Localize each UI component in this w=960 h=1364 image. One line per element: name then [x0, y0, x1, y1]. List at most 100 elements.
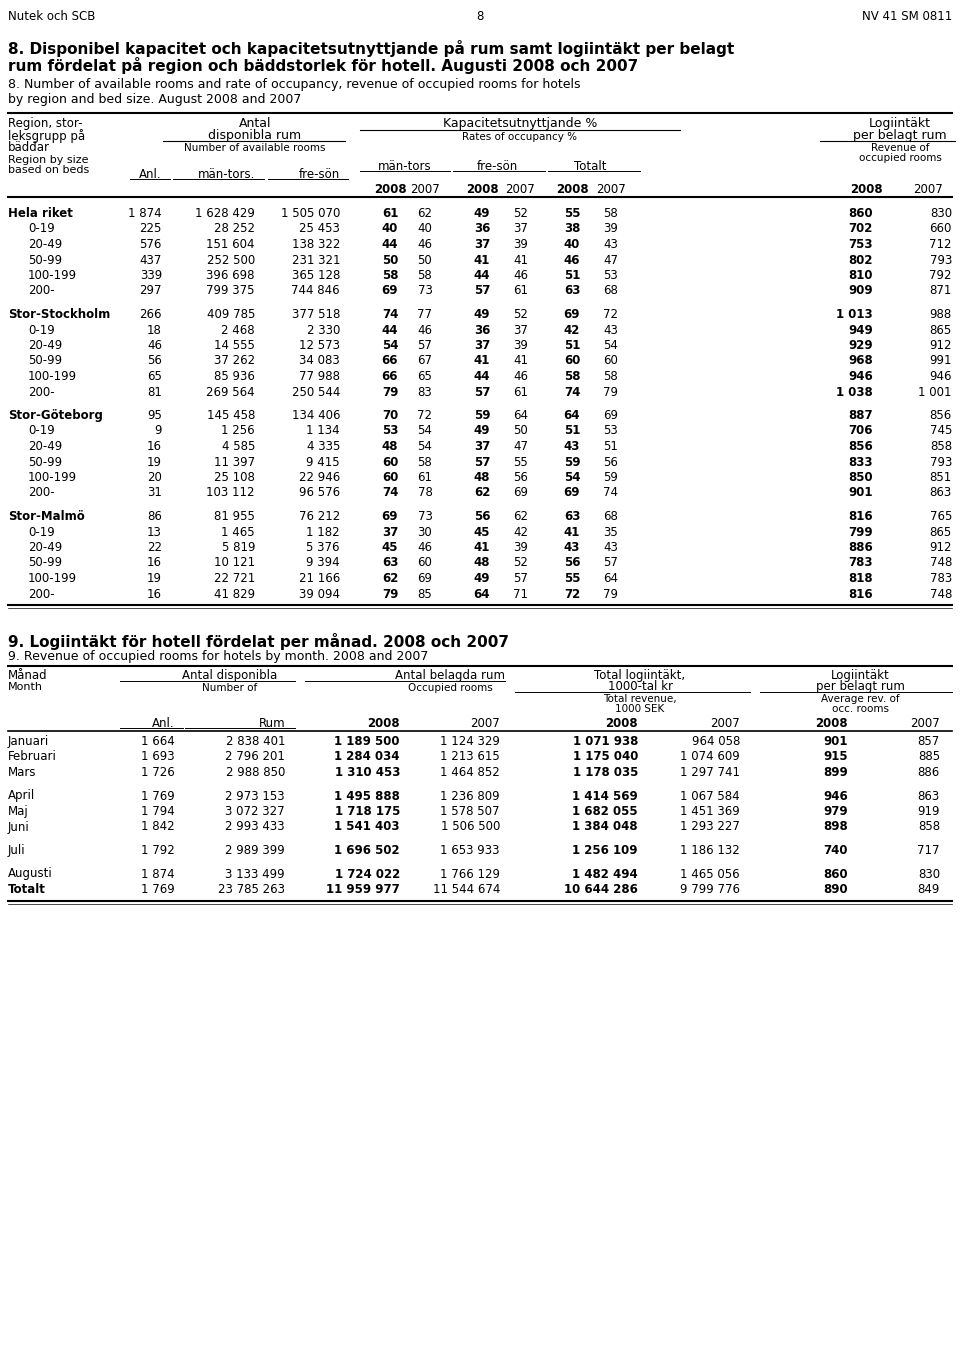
Text: 5 819: 5 819 — [222, 542, 255, 554]
Text: 51: 51 — [564, 424, 580, 438]
Text: 1 178 035: 1 178 035 — [572, 767, 638, 779]
Text: 40: 40 — [382, 222, 398, 236]
Text: 51: 51 — [604, 441, 618, 453]
Text: 60: 60 — [418, 557, 432, 570]
Text: 72: 72 — [604, 308, 618, 321]
Text: 252 500: 252 500 — [206, 254, 255, 266]
Text: 901: 901 — [824, 735, 848, 747]
Text: 39 094: 39 094 — [299, 588, 340, 600]
Text: 61: 61 — [382, 207, 398, 220]
Text: 1000-tal kr: 1000-tal kr — [608, 681, 673, 693]
Text: 50: 50 — [514, 424, 528, 438]
Text: 887: 887 — [849, 409, 873, 421]
Text: 55: 55 — [514, 456, 528, 468]
Text: 100-199: 100-199 — [28, 572, 77, 585]
Text: 886: 886 — [918, 767, 940, 779]
Text: Occupied rooms: Occupied rooms — [408, 683, 492, 693]
Text: 225: 225 — [139, 222, 162, 236]
Text: disponibla rum: disponibla rum — [208, 130, 301, 142]
Text: 946: 946 — [929, 370, 952, 383]
Text: 979: 979 — [824, 805, 848, 818]
Text: 47: 47 — [514, 441, 529, 453]
Text: 833: 833 — [849, 456, 873, 468]
Text: 79: 79 — [382, 588, 398, 600]
Text: Mars: Mars — [8, 767, 36, 779]
Text: Region, stor-: Region, stor- — [8, 117, 83, 130]
Text: 50-99: 50-99 — [28, 254, 62, 266]
Text: 67: 67 — [418, 355, 433, 367]
Text: 2008: 2008 — [466, 183, 498, 196]
Text: 54: 54 — [604, 340, 618, 352]
Text: 69: 69 — [418, 572, 433, 585]
Text: 9. Logiintäkt för hotell fördelat per månad. 2008 och 2007: 9. Logiintäkt för hotell fördelat per må… — [8, 633, 509, 651]
Text: 2 993 433: 2 993 433 — [226, 821, 285, 833]
Text: 11 397: 11 397 — [214, 456, 255, 468]
Text: occ. rooms: occ. rooms — [831, 704, 889, 713]
Text: 11 959 977: 11 959 977 — [326, 883, 400, 896]
Text: 74: 74 — [604, 487, 618, 499]
Text: per belagt rum: per belagt rum — [853, 130, 947, 142]
Text: 946: 946 — [824, 790, 848, 802]
Text: 60: 60 — [382, 471, 398, 484]
Text: 1 186 132: 1 186 132 — [681, 844, 740, 857]
Text: 8. Number of available rooms and rate of occupancy, revenue of occupied rooms fo: 8. Number of available rooms and rate of… — [8, 78, 581, 91]
Text: 22 721: 22 721 — [214, 572, 255, 585]
Text: 39: 39 — [604, 222, 618, 236]
Text: 50-99: 50-99 — [28, 456, 62, 468]
Text: Number of available rooms: Number of available rooms — [184, 143, 325, 153]
Text: per belagt rum: per belagt rum — [816, 681, 904, 693]
Text: 45: 45 — [473, 525, 491, 539]
Text: 103 112: 103 112 — [206, 487, 255, 499]
Text: 851: 851 — [929, 471, 952, 484]
Text: 1 693: 1 693 — [141, 750, 175, 764]
Text: 85 936: 85 936 — [214, 370, 255, 383]
Text: 20-49: 20-49 — [28, 340, 62, 352]
Text: 1 696 502: 1 696 502 — [334, 844, 400, 857]
Text: 909: 909 — [849, 285, 873, 297]
Text: 31: 31 — [147, 487, 162, 499]
Text: 919: 919 — [918, 805, 940, 818]
Text: 744 846: 744 846 — [292, 285, 340, 297]
Text: 802: 802 — [849, 254, 873, 266]
Text: 43: 43 — [604, 323, 618, 337]
Text: 9 415: 9 415 — [306, 456, 340, 468]
Text: 48: 48 — [473, 557, 491, 570]
Text: 37: 37 — [514, 323, 528, 337]
Text: 48: 48 — [382, 441, 398, 453]
Text: 64: 64 — [514, 409, 529, 421]
Text: 19: 19 — [147, 572, 162, 585]
Text: 56: 56 — [473, 510, 491, 522]
Text: 62: 62 — [382, 572, 398, 585]
Text: 1 310 453: 1 310 453 — [335, 767, 400, 779]
Text: 200-: 200- — [28, 487, 55, 499]
Text: 78: 78 — [418, 487, 432, 499]
Text: 1 284 034: 1 284 034 — [334, 750, 400, 764]
Text: 799 375: 799 375 — [206, 285, 255, 297]
Text: fre-sön: fre-sön — [299, 168, 340, 181]
Text: 2007: 2007 — [710, 717, 740, 730]
Text: 41: 41 — [474, 542, 491, 554]
Text: 16: 16 — [147, 441, 162, 453]
Text: 49: 49 — [473, 424, 491, 438]
Text: 377 518: 377 518 — [292, 308, 340, 321]
Text: fre-sön: fre-sön — [476, 160, 517, 173]
Text: 949: 949 — [849, 323, 873, 337]
Text: 41: 41 — [474, 355, 491, 367]
Text: Logiintäkt: Logiintäkt — [830, 668, 889, 682]
Text: 73: 73 — [418, 285, 432, 297]
Text: 10 644 286: 10 644 286 — [564, 883, 638, 896]
Text: 702: 702 — [849, 222, 873, 236]
Text: Region by size: Region by size — [8, 155, 88, 165]
Text: 2007: 2007 — [913, 183, 943, 196]
Text: 43: 43 — [564, 441, 580, 453]
Text: 52: 52 — [514, 207, 528, 220]
Text: 849: 849 — [918, 883, 940, 896]
Text: 41: 41 — [474, 254, 491, 266]
Text: 56: 56 — [604, 456, 618, 468]
Text: 62: 62 — [474, 487, 491, 499]
Text: 20-49: 20-49 — [28, 542, 62, 554]
Text: 339: 339 — [140, 269, 162, 282]
Text: 660: 660 — [929, 222, 952, 236]
Text: 53: 53 — [382, 424, 398, 438]
Text: leksgrupp på: leksgrupp på — [8, 130, 85, 143]
